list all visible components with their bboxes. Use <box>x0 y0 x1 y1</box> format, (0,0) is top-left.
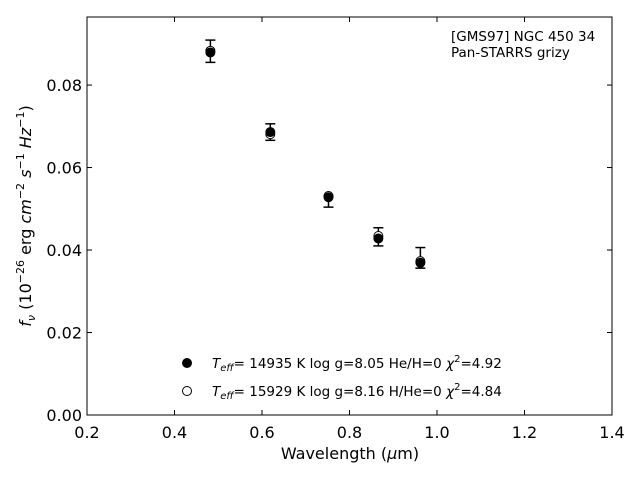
plot-marks <box>205 39 426 269</box>
x-tick-label: 0.6 <box>249 423 274 442</box>
y-tick-label: 0.02 <box>46 324 82 343</box>
point-filled-model <box>205 47 216 58</box>
y-axis-label: fν (10−26 erg cm−2 s−1 Hz−1) <box>14 105 38 326</box>
annotation-line-2: Pan-STARRS grizy <box>451 45 570 61</box>
annotation-line-1: [GMS97] NGC 450 34 <box>451 29 595 45</box>
x-tick-label: 0.4 <box>162 423 187 442</box>
y-tick-label: 0.06 <box>46 159 82 178</box>
x-tick-label: 1.2 <box>512 423 537 442</box>
point-filled-model <box>265 127 276 138</box>
x-tick-label: 0.8 <box>337 423 362 442</box>
point-filled-model <box>323 192 334 203</box>
legend-entry-1: Teff= 14935 K log g=8.05 He/H=0 χ2=4.92 <box>212 354 502 374</box>
point-filled-model <box>373 233 384 244</box>
legend-marker-open <box>182 386 192 396</box>
legend: Teff= 14935 K log g=8.05 He/H=0 χ2=4.92 … <box>182 354 502 402</box>
x-tick-label: 1.0 <box>424 423 449 442</box>
x-tick-label: 1.4 <box>599 423 624 442</box>
y-tick-label: 0.08 <box>46 76 82 95</box>
axis-ticks: 0.2 0.4 0.6 0.8 1.0 1.2 1.4 0.00 0.02 0.04 0.06 0.0… <box>46 17 625 442</box>
point-filled-model <box>415 257 426 268</box>
y-tick-label: 0.00 <box>46 406 82 425</box>
legend-entry-2: Teff= 15929 K log g=8.16 H/He=0 χ2=4.84 <box>212 382 502 402</box>
x-axis-label: Wavelength (μm) <box>281 444 419 463</box>
legend-marker-filled <box>182 358 192 368</box>
x-tick-label: 0.2 <box>74 423 99 442</box>
y-tick-label: 0.04 <box>46 241 82 260</box>
